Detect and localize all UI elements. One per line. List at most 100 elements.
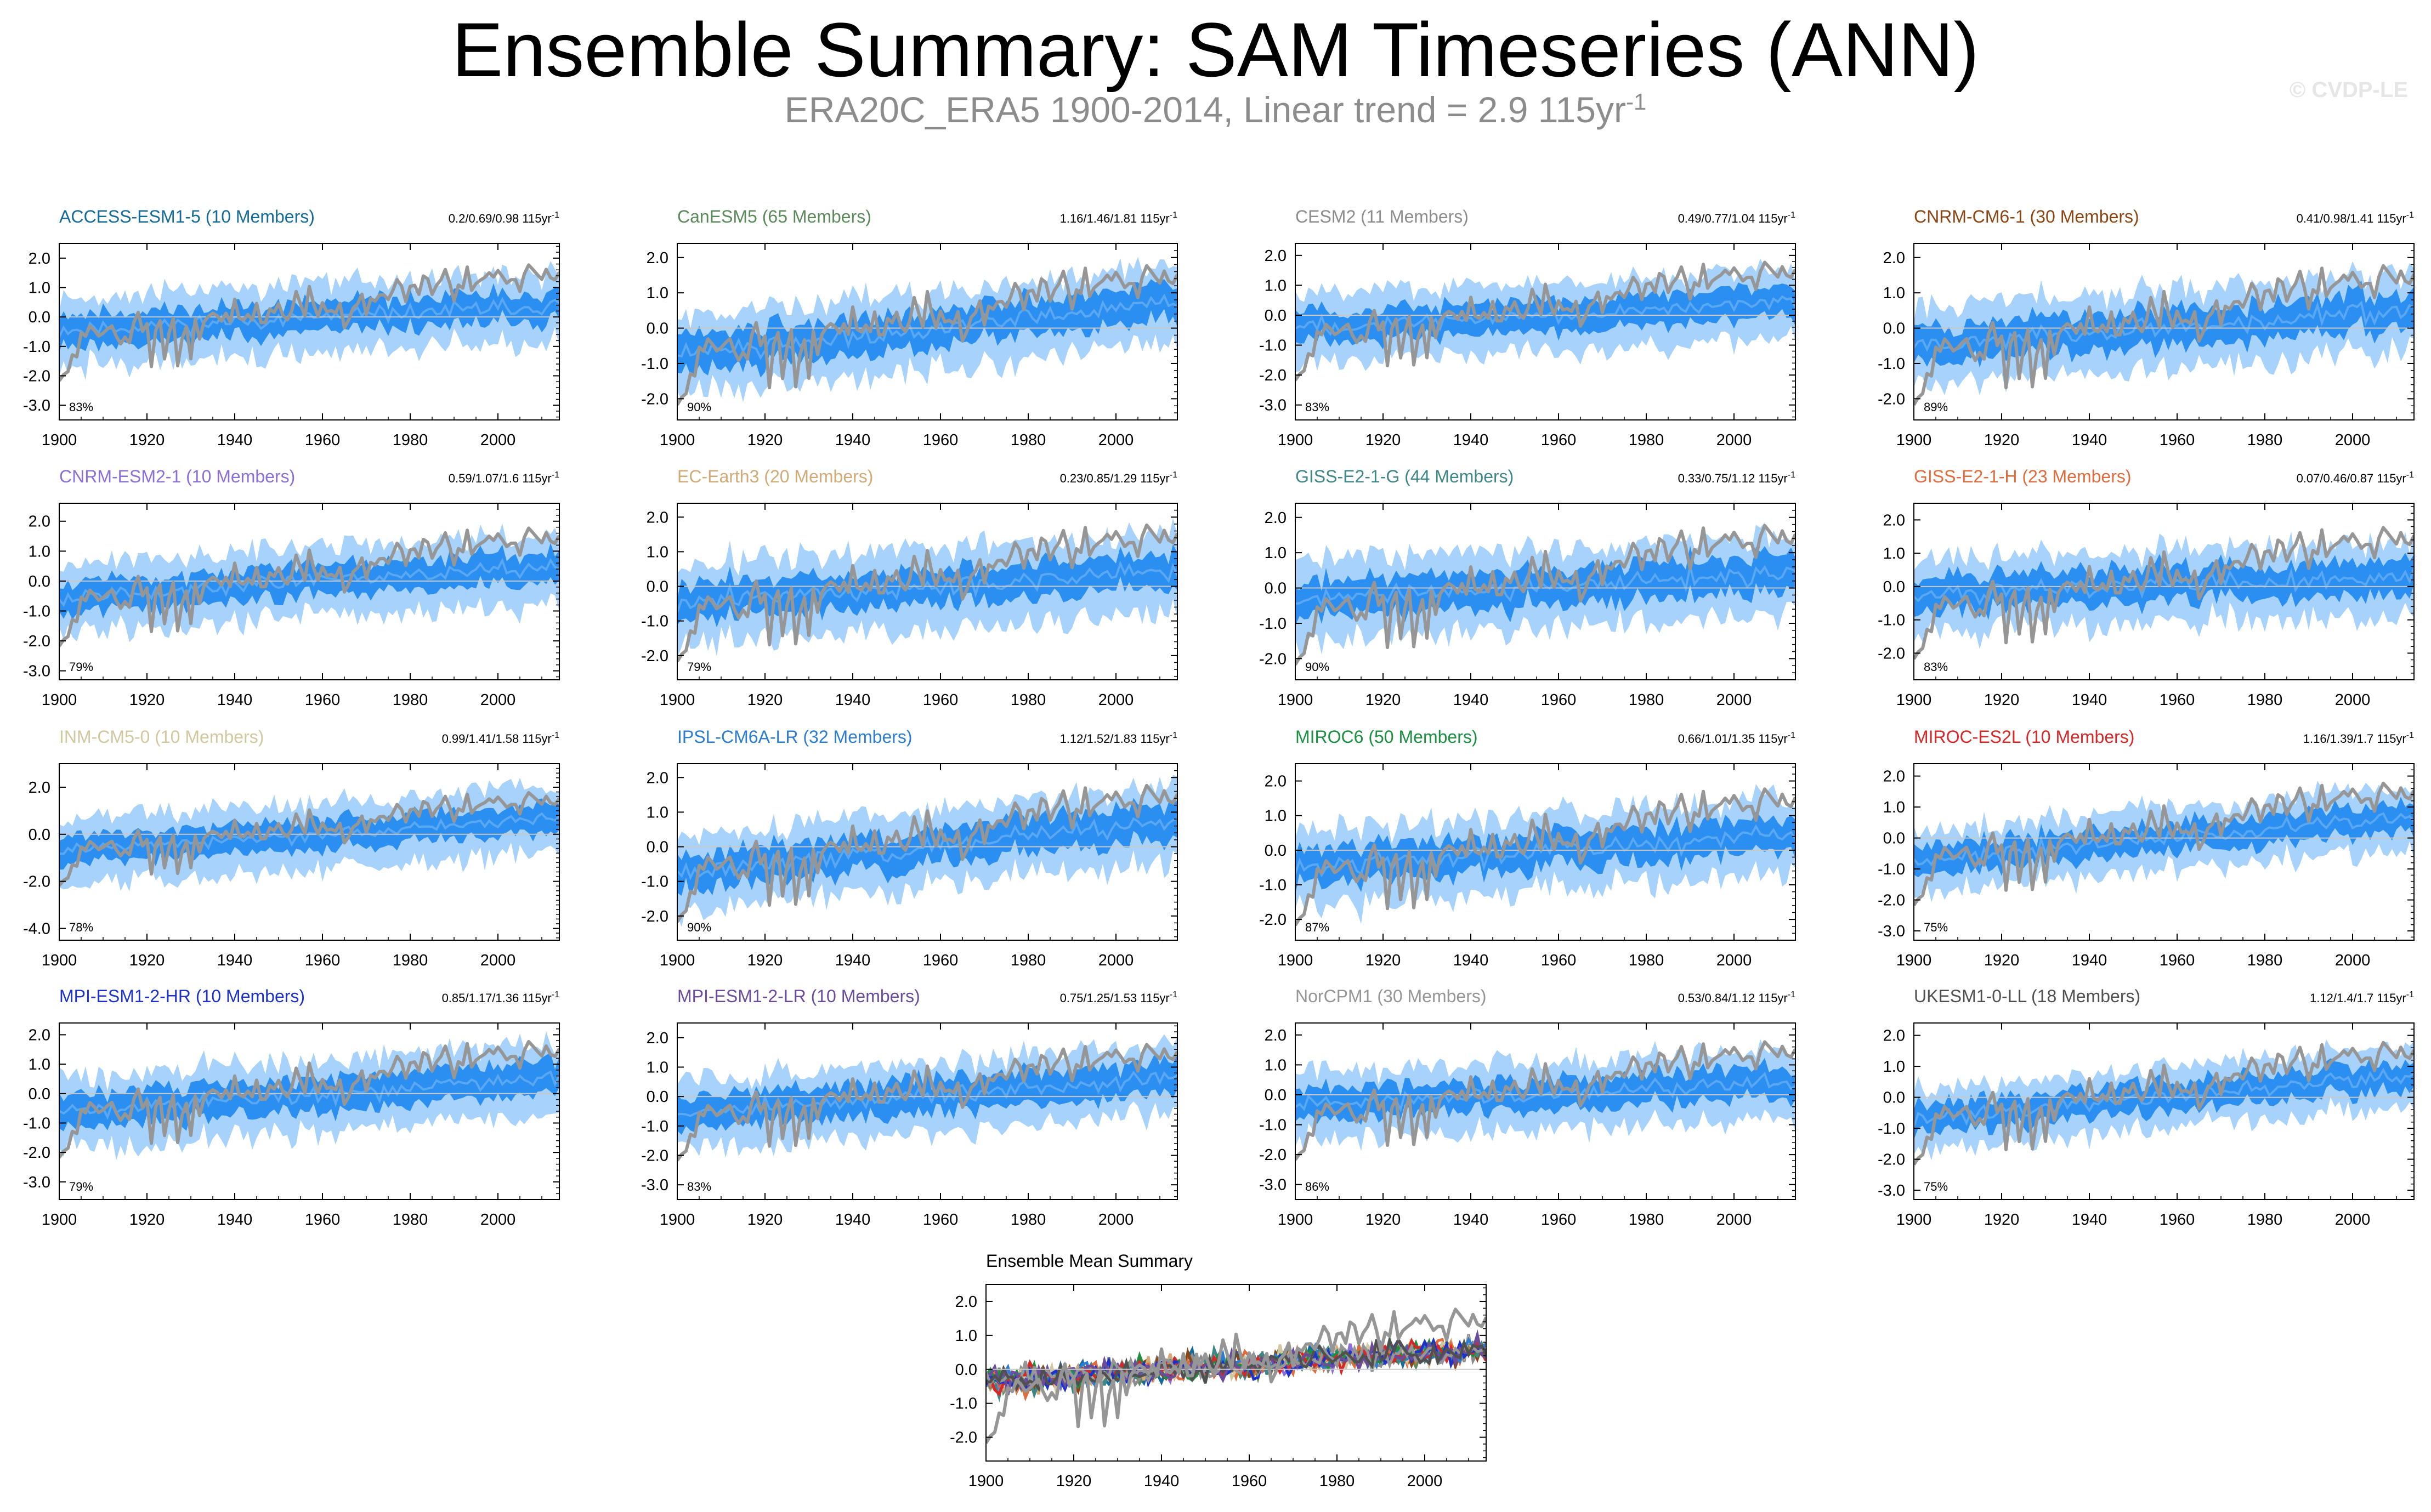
y-tick-label: -1.0 [23,1115,50,1132]
trend-superscript: -1 [1788,731,1795,740]
y-tick-label: -1.0 [23,602,50,620]
trend-superscript: -1 [1788,211,1795,220]
panel-percent-label: 86% [1305,1180,1329,1193]
panel-trend-label: 1.12/1.52/1.83 115yr-1 [1060,731,1178,746]
plot-frame [677,763,1178,941]
observation-line [1914,264,2414,406]
x-tick-label: 1960 [923,691,959,709]
x-tick-label: 1920 [1365,691,1401,709]
panel-8: 2.0 0.0 -2.0 -4.0 1900 1920 1940 1960 1980 2000 IN… [23,727,560,969]
y-tick-label: -1.0 [1878,861,1905,878]
y-tick-label: -2.0 [1259,367,1287,384]
x-tick-label: 1960 [1541,431,1577,449]
y-tick-label: 0.0 [647,320,668,338]
plot-area [1914,526,2414,660]
panel-trend-label: 0.59/1.07/1.6 115yr-1 [449,470,559,485]
panel-model-title: MPI-ESM1-2-LR (10 Members) [677,986,920,1006]
y-tick-label: 0.0 [1883,1089,1905,1107]
x-tick-label: 1980 [2247,1211,2283,1229]
panel-trend-label: 0.75/1.25/1.53 115yr-1 [1060,990,1178,1005]
trend-value: 0.07/0.46/0.87 115yr [2297,471,2406,485]
x-tick-label: 1900 [1896,1211,1932,1229]
trend-value: 0.59/1.07/1.6 115yr [449,471,552,485]
y-tick-label: -2.0 [1878,645,1905,662]
x-tick-label: 2000 [1716,1211,1752,1229]
y-tick-label: 2.0 [29,779,50,797]
x-tick-label: 1960 [923,952,959,969]
x-tick-label: 1960 [1232,1473,1267,1490]
y-tick-label: 2.0 [1265,1027,1287,1044]
y-tick-label: -3.0 [23,663,50,680]
x-tick-label: 1980 [1629,1211,1664,1229]
x-tick-label: 1900 [1896,952,1932,969]
y-tick-label: -2.0 [1878,1151,1905,1169]
y-tick-label: 1.0 [1265,808,1287,825]
y-tick-label: 2.0 [29,250,50,268]
panel-4: 2.0 1.0 0.0 -1.0 -2.0 -3.0 1900 1920 1940 1960 198… [23,467,560,709]
y-tick-label: -1.0 [641,873,668,891]
page-subtitle: ERA20C_ERA5 1900-2014, Linear trend = 2.… [0,89,2431,130]
observation-line [1914,526,2414,660]
x-tick-label: 1900 [660,952,695,969]
x-tick-label: 1900 [660,1211,695,1229]
trend-superscript: -1 [1170,990,1177,999]
plot-area [59,1031,559,1161]
ensemble-mean-line [1295,824,1795,878]
y-tick-label: -2.0 [1259,911,1287,929]
plot-area [1914,1039,2414,1166]
x-tick-label: 1900 [1896,431,1932,449]
plot-frame [677,503,1178,680]
x-tick-label: 1940 [835,691,871,709]
observation-line [1295,1040,1795,1161]
plot-area [59,777,559,891]
x-tick-label: 1920 [129,1211,165,1229]
ensemble-mean-line [677,560,1177,613]
y-tick-label: 0.0 [1883,578,1905,596]
x-tick-label: 1960 [1541,1211,1577,1229]
x-tick-label: 1900 [42,952,77,969]
x-tick-label: 1980 [1319,1473,1355,1490]
y-tick-label: 1.0 [1265,1056,1287,1074]
x-tick-label: 1920 [129,952,165,969]
x-tick-label: 2000 [1098,691,1134,709]
y-tick-label: 1.0 [647,543,668,561]
y-tick-label: 0.0 [647,578,668,596]
x-tick-label: 1960 [305,431,341,449]
y-tick-label: 0.0 [1883,830,1905,848]
panel-0: 2.0 1.0 0.0 -1.0 -2.0 -3.0 1900 1920 1940 1960 198… [23,207,560,449]
plot-area [1914,261,2414,406]
y-tick-label: 0.0 [1265,307,1287,325]
trend-superscript: -1 [2406,990,2414,999]
x-tick-label: 1980 [1011,691,1046,709]
x-tick-label: 1960 [1541,952,1577,969]
panel-model-title: CESM2 (11 Members) [1295,207,1469,226]
x-tick-label: 1940 [2072,952,2107,969]
panel-percent-label: 90% [687,920,711,934]
plot-frame [1295,763,1796,941]
observation-line [1295,260,1795,382]
trend-value: 0.41/0.98/1.41 115yr [2297,212,2406,225]
x-tick-label: 1940 [2072,431,2107,449]
panel-trend-label: 0.41/0.98/1.41 115yr-1 [2297,211,2415,225]
x-tick-label: 2000 [480,952,516,969]
x-tick-label: 2000 [1716,431,1752,449]
y-tick-label: 0.0 [29,826,50,844]
trend-superscript: -1 [1788,470,1795,480]
y-tick-label: -3.0 [23,1174,50,1191]
plot-area [677,518,1177,663]
plot-frame [1295,243,1796,420]
panel-trend-label: 0.85/1.17/1.36 115yr-1 [442,990,560,1005]
x-tick-label: 1960 [923,1211,959,1229]
y-tick-label: -2.0 [23,633,50,650]
ensemble-mean-line [1914,567,2414,606]
plot-area [677,775,1177,927]
x-tick-label: 1940 [2072,1211,2107,1229]
y-tick-label: 1.0 [955,1327,977,1345]
plot-frame [1295,1022,1796,1200]
y-tick-label: 2.0 [1883,249,1905,267]
y-tick-label: 1.0 [1883,285,1905,302]
x-tick-label: 1980 [1011,1211,1046,1229]
y-tick-label: -2.0 [641,1147,668,1165]
plot-area [59,523,559,647]
y-tick-label: -4.0 [23,920,50,938]
